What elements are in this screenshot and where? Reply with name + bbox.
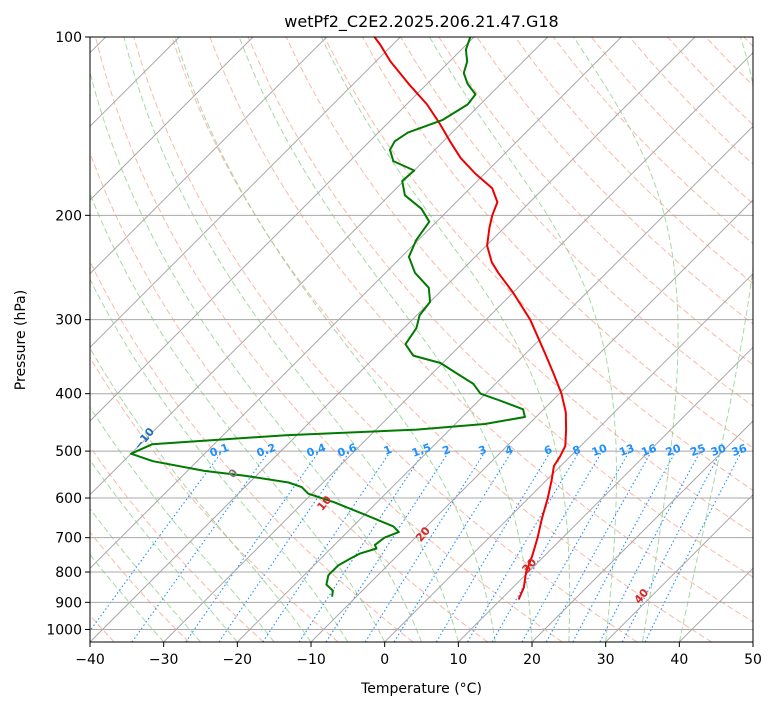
y-tick-label: 500 — [55, 444, 82, 460]
y-tick-label: 900 — [55, 595, 82, 611]
x-tick-label: 50 — [744, 652, 762, 668]
x-tick-label: −10 — [296, 652, 326, 668]
x-tick-label: −30 — [149, 652, 179, 668]
x-tick-label: 30 — [597, 652, 615, 668]
y-tick-label: 800 — [55, 565, 82, 581]
x-tick-label: 0 — [380, 652, 389, 668]
y-tick-label: 300 — [55, 313, 82, 329]
x-tick-label: 10 — [449, 652, 467, 668]
y-tick-label: 400 — [55, 387, 82, 403]
y-tick-label: 700 — [55, 531, 82, 547]
x-axis-label: Temperature (°C) — [360, 681, 482, 697]
x-tick-label: −20 — [223, 652, 253, 668]
x-tick-label: 40 — [670, 652, 688, 668]
y-tick-label: 600 — [55, 491, 82, 507]
y-tick-label: 100 — [55, 30, 82, 46]
x-tick-label: 20 — [523, 652, 541, 668]
y-tick-label: 1000 — [46, 622, 82, 638]
x-tick-label: −40 — [75, 652, 105, 668]
y-tick-label: 200 — [55, 208, 82, 224]
chart-title: wetPf2_C2E2.2025.206.21.47.G18 — [284, 12, 558, 32]
y-axis-label: Pressure (hPa) — [13, 290, 29, 390]
